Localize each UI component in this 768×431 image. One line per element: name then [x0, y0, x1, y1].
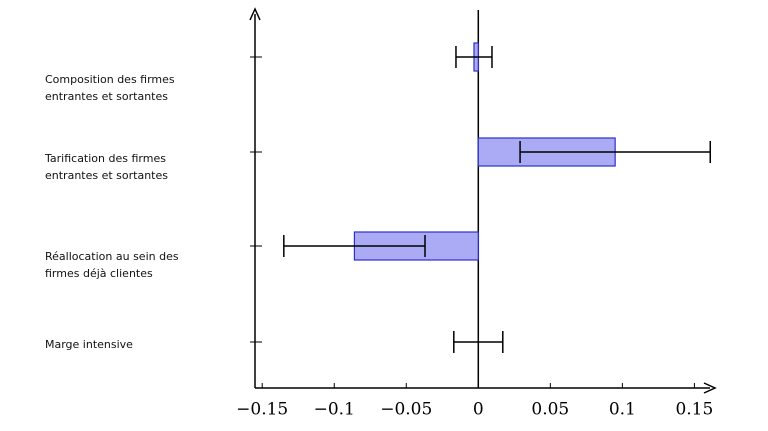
x-tick-label: 0 [473, 400, 484, 420]
x-tick-label: −0.1 [314, 400, 355, 420]
y-axis-arrow [249, 7, 261, 21]
category-label: Marge intensive [45, 338, 133, 351]
x-tick-label: −0.05 [380, 400, 432, 420]
category-label: Réallocation au sein des firmes déjà cli… [45, 250, 179, 280]
category-label: Tarification des firmes entrantes et sor… [45, 152, 168, 182]
category-label: Composition des firmes entrantes et sort… [45, 73, 175, 103]
x-tick-label: −0.15 [236, 400, 288, 420]
x-axis-arrow [703, 382, 717, 394]
x-tick-label: 0.05 [531, 400, 569, 420]
x-tick-label: 0.1 [609, 400, 636, 420]
x-tick-label: 0.15 [675, 400, 713, 420]
